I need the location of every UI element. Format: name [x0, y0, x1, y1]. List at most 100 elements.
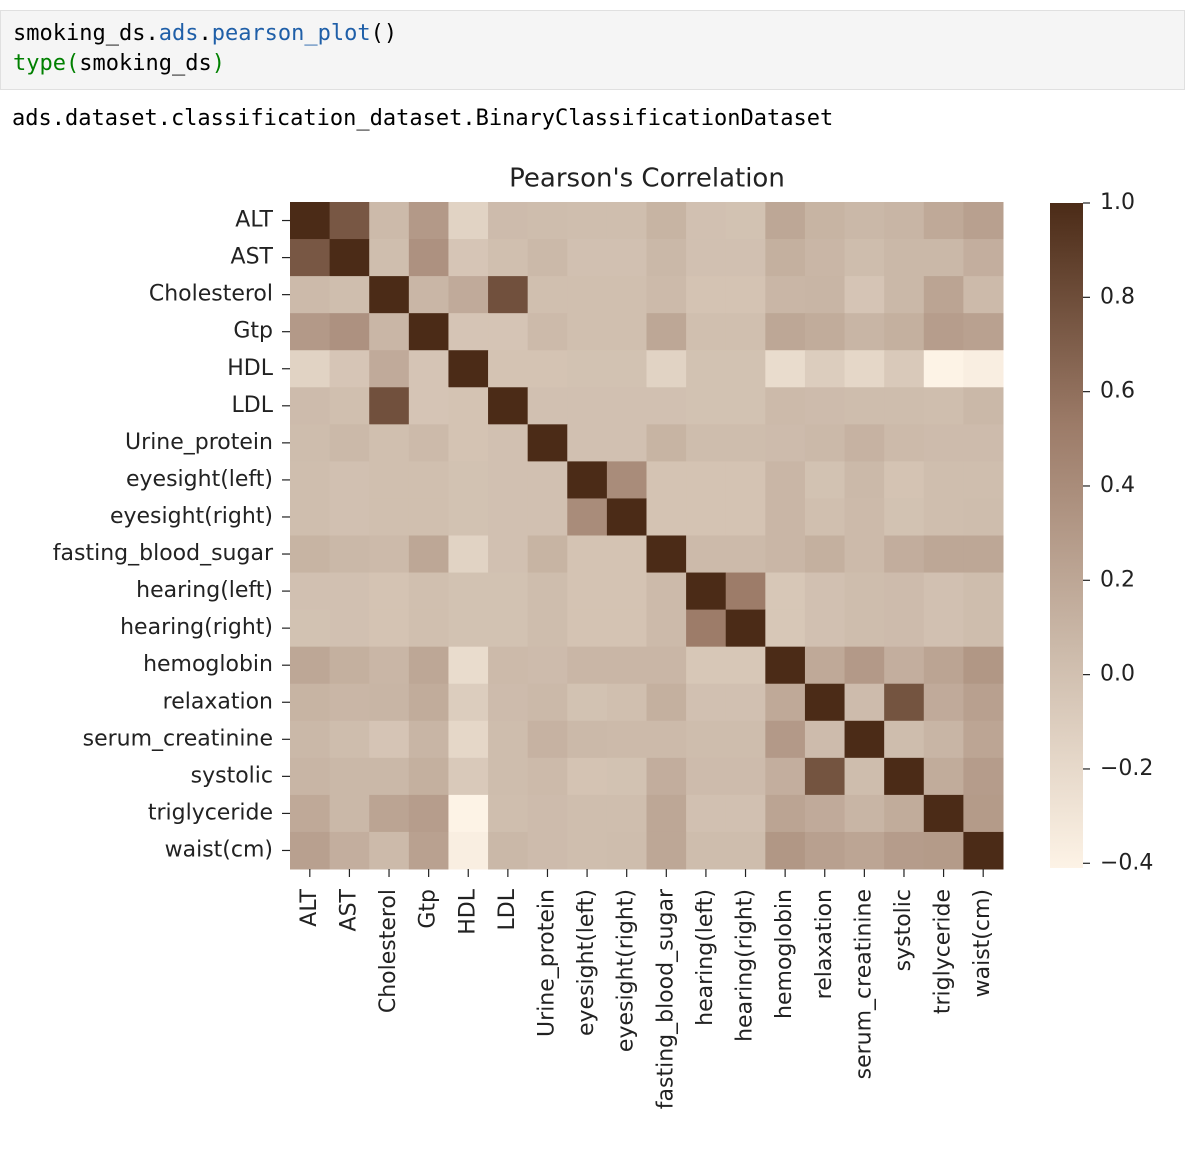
y-tick-label: relaxation: [163, 689, 273, 714]
heatmap-cell: [923, 683, 964, 722]
heatmap-cell: [923, 424, 964, 462]
heatmap-cell: [408, 239, 449, 277]
heatmap-cell: [844, 683, 885, 722]
heatmap-cell: [408, 276, 449, 314]
heatmap-cell: [527, 794, 568, 833]
heatmap-cell: [923, 831, 964, 870]
code-token: type: [13, 51, 66, 76]
x-tick-label: eyesight(left): [574, 889, 599, 1036]
heatmap-cell: [725, 461, 766, 499]
heatmap-cell: [765, 757, 806, 796]
colorbar-tick-label: 0.2: [1100, 567, 1135, 592]
heatmap-cell: [329, 424, 370, 462]
heatmap-cell: [686, 572, 727, 611]
heatmap-cell: [923, 720, 964, 759]
heatmap-cell: [725, 831, 766, 870]
heatmap-cell: [963, 831, 1004, 870]
heatmap-cell: [369, 350, 410, 388]
heatmap-cell: [448, 720, 489, 759]
heatmap-cell: [527, 239, 568, 277]
heatmap-cell: [646, 572, 687, 611]
heatmap-cell: [884, 535, 925, 574]
heatmap-cell: [448, 276, 489, 314]
x-tick-label: fasting_blood_sugar: [653, 888, 678, 1109]
heatmap-cell: [646, 757, 687, 796]
heatmap-cell: [290, 720, 331, 759]
heatmap-cell: [448, 794, 489, 833]
heatmap-cell: [765, 535, 806, 574]
heatmap-cell: [844, 720, 885, 759]
code-line: smoking_ds.ads.pearson_plot(): [13, 21, 397, 46]
heatmap-cell: [646, 646, 687, 685]
heatmap-cell: [765, 202, 806, 240]
heatmap-cell: [646, 313, 687, 351]
colorbar: [1050, 203, 1083, 868]
colorbar-tick-label: 0.0: [1100, 662, 1135, 687]
heatmap-cell: [329, 535, 370, 574]
heatmap-cell: [646, 202, 687, 240]
heatmap-cell: [606, 461, 647, 499]
heatmap-cell: [448, 535, 489, 574]
heatmap-cell: [963, 276, 1004, 314]
heatmap-cell: [884, 757, 925, 796]
x-tick-label: HDL: [455, 888, 480, 934]
heatmap-cell: [567, 757, 608, 796]
y-tick-label: serum_creatinine: [83, 726, 273, 751]
heatmap-cell: [329, 350, 370, 388]
x-tick-label: ALT: [297, 888, 322, 926]
heatmap-cell: [804, 831, 846, 870]
x-tick-label: hearing(right): [733, 889, 758, 1042]
heatmap-cell: [448, 387, 489, 425]
code-token: pearson_plot: [211, 21, 371, 46]
heatmap-cell: [804, 646, 846, 685]
heatmap-cell: [369, 535, 410, 574]
heatmap-cell: [527, 683, 568, 722]
y-tick-label: hemoglobin: [143, 652, 273, 677]
heatmap-cell: [527, 572, 568, 611]
heatmap-cell: [329, 609, 370, 648]
heatmap-cell: [606, 239, 647, 277]
colorbar-tick-label: 0.8: [1100, 284, 1135, 309]
colorbar-tick-label: 0.4: [1100, 473, 1135, 498]
heatmap-cell: [369, 646, 410, 685]
heatmap-cell: [804, 350, 846, 388]
heatmap-cell: [923, 498, 964, 536]
heatmap-cell: [923, 572, 964, 611]
heatmap-cell: [329, 461, 370, 499]
heatmap-cell: [686, 609, 727, 648]
heatmap-cell: [408, 757, 449, 796]
heatmap-cell: [606, 387, 647, 425]
heatmap-cell: [923, 757, 964, 796]
heatmap-cell: [765, 794, 806, 833]
heatmap-cell: [290, 350, 331, 388]
code-cell[interactable]: smoking_ds.ads.pearson_plot() type(smoki…: [0, 10, 1185, 90]
heatmap-cell: [448, 572, 489, 611]
heatmap-cell: [369, 387, 410, 425]
heatmap-cell: [448, 831, 489, 870]
heatmap-cell: [646, 239, 687, 277]
heatmap-cell: [725, 646, 766, 685]
heatmap-cell: [804, 424, 846, 462]
heatmap-cell: [646, 498, 687, 536]
heatmap-cell: [844, 239, 885, 277]
heatmap-cell: [884, 313, 925, 351]
heatmap-cell: [606, 313, 647, 351]
heatmap-cell: [488, 424, 529, 462]
heatmap-cell: [290, 276, 331, 314]
heatmap-cell: [765, 572, 806, 611]
x-tick-label: eyesight(right): [614, 889, 639, 1052]
heatmap-cell: [527, 202, 568, 240]
heatmap-cell: [804, 609, 846, 648]
heatmap-cell: [329, 720, 370, 759]
x-tick-label: Cholesterol: [376, 889, 401, 1013]
heatmap-cell: [923, 609, 964, 648]
heatmap-cell: [448, 498, 489, 536]
heatmap-cell: [844, 498, 885, 536]
heatmap-cell: [527, 646, 568, 685]
heatmap-cell: [884, 276, 925, 314]
heatmap-cell: [686, 313, 727, 351]
heatmap-cell: [567, 535, 608, 574]
heatmap-cell: [488, 794, 529, 833]
heatmap-cell: [329, 831, 370, 870]
heatmap-cell: [606, 831, 647, 870]
